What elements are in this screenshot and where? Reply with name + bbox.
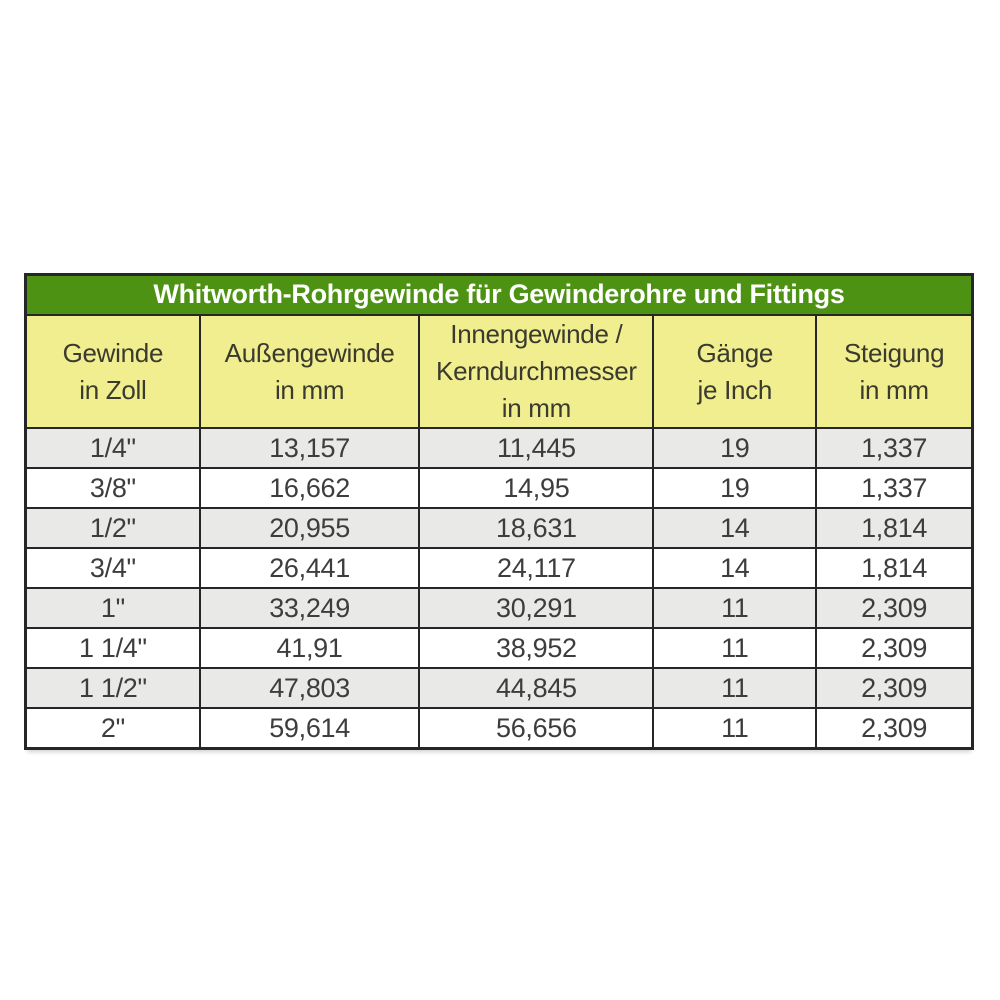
table-cell: 1,814 xyxy=(815,507,974,549)
table-cell: 1 1/4" xyxy=(24,627,201,669)
table-cell: 1/4" xyxy=(24,427,201,469)
table-row: 1 1/4" 41,91 38,952 11 2,309 xyxy=(24,627,974,669)
table-cell: 56,656 xyxy=(418,707,655,750)
table-cell: 19 xyxy=(652,467,818,509)
column-header-steigung-mm: Steigung in mm xyxy=(815,314,974,429)
table-cell: 18,631 xyxy=(418,507,655,549)
table-header-row: Gewinde in Zoll Außengewinde in mm Innen… xyxy=(24,314,974,429)
table-cell: 14,95 xyxy=(418,467,655,509)
table-row: 3/8" 16,662 14,95 19 1,337 xyxy=(24,467,974,509)
table-cell: 3/8" xyxy=(24,467,201,509)
table-row: 1" 33,249 30,291 11 2,309 xyxy=(24,587,974,629)
table-cell: 13,157 xyxy=(198,427,421,469)
table-row: 1/2" 20,955 18,631 14 1,814 xyxy=(24,507,974,549)
table-row: 1 1/2" 47,803 44,845 11 2,309 xyxy=(24,667,974,709)
table-cell: 30,291 xyxy=(418,587,655,629)
table-cell: 2,309 xyxy=(815,627,974,669)
table-cell: 1/2" xyxy=(24,507,201,549)
table-cell: 11 xyxy=(652,667,818,709)
table-head: Whitworth-Rohrgewinde für Gewinderohre u… xyxy=(24,273,974,429)
table-cell: 2,309 xyxy=(815,667,974,709)
table-cell: 1" xyxy=(24,587,201,629)
table-cell: 47,803 xyxy=(198,667,421,709)
table-cell: 14 xyxy=(652,547,818,589)
table-cell: 41,91 xyxy=(198,627,421,669)
table-cell: 44,845 xyxy=(418,667,655,709)
table-title-row: Whitworth-Rohrgewinde für Gewinderohre u… xyxy=(24,273,974,316)
column-header-innengewinde-kerndurchmesser-mm: Innengewinde / Kerndurchmesser in mm xyxy=(418,314,655,429)
table-cell: 1 1/2" xyxy=(24,667,201,709)
table-cell: 11 xyxy=(652,707,818,750)
table-cell: 24,117 xyxy=(418,547,655,589)
table-cell: 26,441 xyxy=(198,547,421,589)
table-cell: 38,952 xyxy=(418,627,655,669)
table-cell: 1,337 xyxy=(815,427,974,469)
table-row: 3/4" 26,441 24,117 14 1,814 xyxy=(24,547,974,589)
table-cell: 16,662 xyxy=(198,467,421,509)
table-title: Whitworth-Rohrgewinde für Gewinderohre u… xyxy=(24,273,974,316)
thread-spec-table: Whitworth-Rohrgewinde für Gewinderohre u… xyxy=(24,273,974,750)
table-cell: 11,445 xyxy=(418,427,655,469)
table-cell: 11 xyxy=(652,627,818,669)
table-cell: 20,955 xyxy=(198,507,421,549)
table-cell: 14 xyxy=(652,507,818,549)
table-row: 1/4" 13,157 11,445 19 1,337 xyxy=(24,427,974,469)
table-cell: 2,309 xyxy=(815,587,974,629)
table-row: 2" 59,614 56,656 11 2,309 xyxy=(24,707,974,750)
table-cell: 19 xyxy=(652,427,818,469)
column-header-gaenge-je-inch: Gänge je Inch xyxy=(652,314,818,429)
table-cell: 33,249 xyxy=(198,587,421,629)
column-header-aussengewinde-mm: Außengewinde in mm xyxy=(198,314,421,429)
table-cell: 59,614 xyxy=(198,707,421,750)
table-cell: 2,309 xyxy=(815,707,974,750)
thread-spec-table-container: Whitworth-Rohrgewinde für Gewinderohre u… xyxy=(24,273,974,750)
table-cell: 1,337 xyxy=(815,467,974,509)
table-body: 1/4" 13,157 11,445 19 1,337 3/8" 16,662 14,95 19… xyxy=(24,427,974,750)
table-cell: 11 xyxy=(652,587,818,629)
table-cell: 2" xyxy=(24,707,201,750)
table-cell: 3/4" xyxy=(24,547,201,589)
table-cell: 1,814 xyxy=(815,547,974,589)
column-header-gewinde-in-zoll: Gewinde in Zoll xyxy=(24,314,201,429)
